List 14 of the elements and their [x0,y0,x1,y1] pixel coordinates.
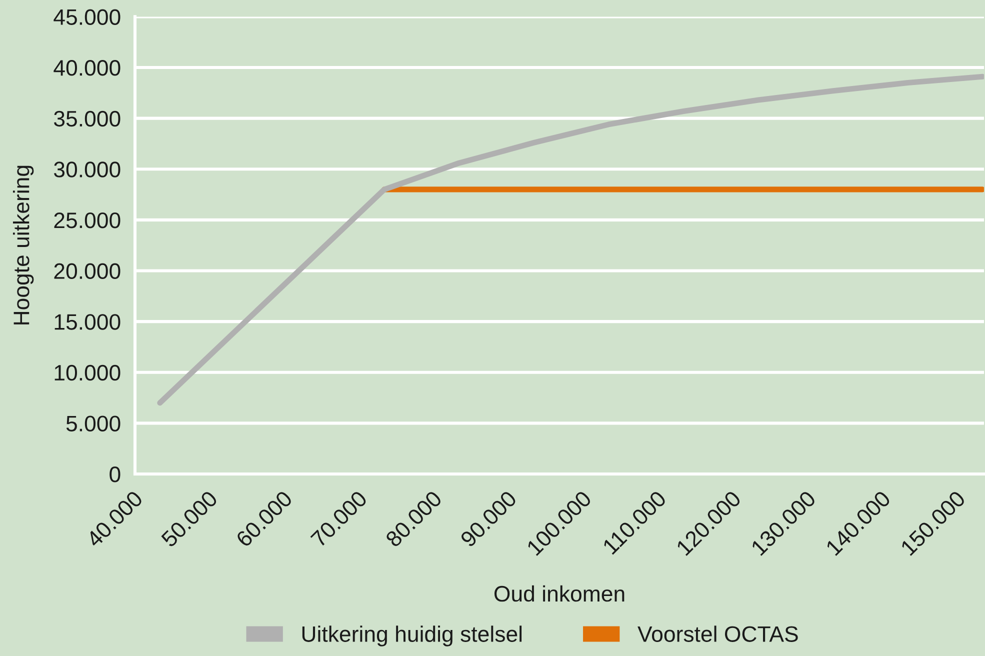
x-axis-title: Oud inkomen [494,585,624,602]
y-tick-label: 25.000 [54,212,120,228]
legend-label: Voorstel OCTAS [638,626,798,642]
y-tick-label: 20.000 [54,263,120,280]
y-tick-label: 35.000 [54,110,120,127]
y-axis-title: Hoogte uitkering [12,166,34,324]
y-tick-label: 5.000 [66,416,120,432]
y-tick-label: 0 [110,466,120,482]
y-tick-label: 30.000 [54,162,120,178]
y-tick-label: 10.000 [54,364,120,381]
y-tick-label: 45.000 [54,9,120,25]
y-tick-label: 15.000 [54,314,120,330]
y-tick-label: 40.000 [54,60,120,76]
legend-label: Uitkering huidig stelsel [302,626,522,646]
